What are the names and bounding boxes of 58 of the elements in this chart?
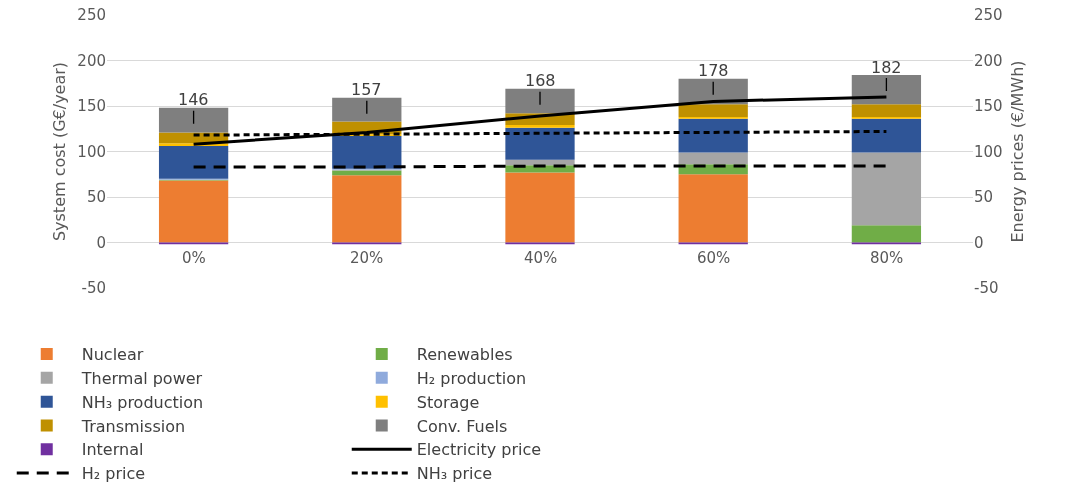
y-tick-label: 150 xyxy=(77,97,106,116)
bar xyxy=(158,180,229,243)
legend-label: NH₃ price xyxy=(416,464,493,484)
bar xyxy=(678,118,748,153)
legend-label: Internal xyxy=(81,440,144,460)
y2-tick-label: 150 xyxy=(974,97,1003,116)
y2-tick-label: -50 xyxy=(974,279,999,298)
y2-tick-label: 50 xyxy=(974,188,994,207)
bar xyxy=(678,174,748,243)
bar xyxy=(332,97,402,122)
bar xyxy=(851,104,922,117)
y-tick-label: -50 xyxy=(81,279,106,298)
bar xyxy=(505,88,575,114)
y2-tick-label: 0 xyxy=(974,233,984,252)
legend-label: Electricity price xyxy=(416,440,542,460)
y-tick-label: 200 xyxy=(77,51,106,70)
y2-tick-label: 100 xyxy=(974,142,1003,161)
legend-label: Conv. Fuels xyxy=(416,416,508,436)
total-label: 178 xyxy=(698,61,729,80)
bar xyxy=(851,152,922,226)
y-tick-label: 0 xyxy=(96,233,106,252)
bar xyxy=(505,127,575,160)
legend-label: NH₃ production xyxy=(81,392,204,412)
legend-label: Thermal power xyxy=(80,369,203,389)
x-tick-label: 60% xyxy=(697,249,731,267)
total-label: 168 xyxy=(525,71,556,90)
y-axis-title: System cost (G€/year) xyxy=(50,61,69,242)
total-label: 146 xyxy=(178,90,209,109)
bar xyxy=(505,159,575,166)
legend-label: H₂ production xyxy=(416,369,527,389)
y-tick-label: 250 xyxy=(77,6,106,25)
legend-label: Transmission xyxy=(80,416,186,436)
legend-label: Nuclear xyxy=(81,345,144,365)
y-tick-label: 50 xyxy=(86,188,106,207)
total-label: 157 xyxy=(351,80,382,99)
y2-tick-label: 200 xyxy=(974,51,1003,70)
x-tick-label: 0% xyxy=(182,249,206,267)
y2-tick-label: 250 xyxy=(974,6,1003,25)
bar xyxy=(851,118,922,153)
bar xyxy=(505,125,575,128)
y2-axis-title: Energy prices (€/MWh) xyxy=(1008,60,1027,243)
legend-label: H₂ price xyxy=(81,464,146,484)
bar xyxy=(332,136,402,169)
x-tick-label: 20% xyxy=(350,249,384,267)
bar xyxy=(678,104,748,117)
x-tick-label: 80% xyxy=(870,249,904,267)
bar xyxy=(678,152,748,165)
x-tick-label: 40% xyxy=(524,249,558,267)
bar xyxy=(851,225,922,243)
total-label: 182 xyxy=(871,58,902,77)
bar xyxy=(158,146,229,179)
bar xyxy=(158,107,229,133)
bar xyxy=(851,75,922,105)
legend-label: Renewables xyxy=(416,345,513,365)
y-tick-label: 100 xyxy=(77,142,106,161)
bar xyxy=(332,175,402,243)
bar xyxy=(505,172,575,243)
legend-label: Storage xyxy=(416,392,480,412)
